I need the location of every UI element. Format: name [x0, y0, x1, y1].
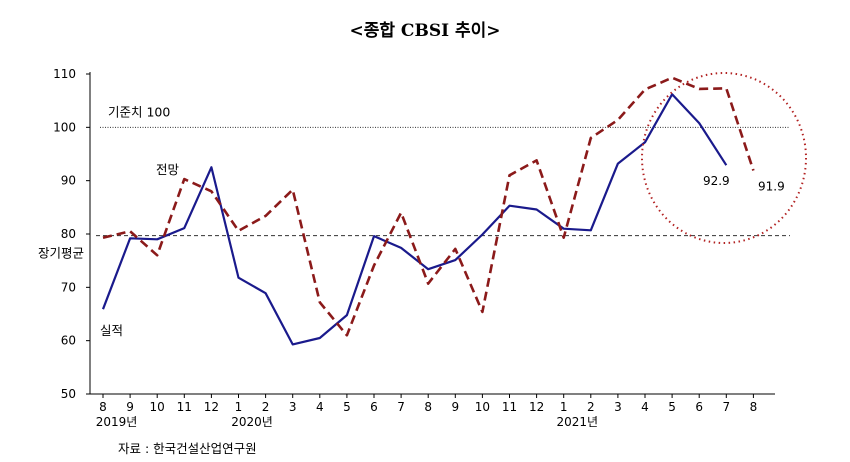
series-labels: 실적 전망 92.9 91.9 — [100, 162, 785, 338]
x-tick-label: 7 — [722, 400, 730, 414]
year-label: 2020년 — [231, 415, 273, 429]
series-line-actual — [101, 93, 728, 346]
x-tick-label: 9 — [451, 400, 459, 414]
x-tick-label: 12 — [204, 400, 219, 414]
x-tick-label: 3 — [289, 400, 297, 414]
x-tick-label: 9 — [126, 400, 134, 414]
x-tick-label: 12 — [529, 400, 544, 414]
x-tick-label: 6 — [370, 400, 378, 414]
x-tick-label: 5 — [668, 400, 676, 414]
y-tick-label: 100 — [53, 120, 76, 134]
series-layer — [101, 76, 755, 346]
data-label: 91.9 — [758, 180, 785, 194]
series-label-forecast: 전망 — [156, 162, 180, 177]
highlight-circle — [641, 72, 807, 244]
x-tick-label: 5 — [343, 400, 351, 414]
y-tick-label: 110 — [53, 67, 76, 81]
x-tick-label: 7 — [397, 400, 405, 414]
x-tick-label: 3 — [614, 400, 622, 414]
data-label: 92.9 — [703, 174, 730, 188]
x-tick-label: 8 — [750, 400, 758, 414]
x-tick-label: 8 — [99, 400, 107, 414]
x-tick-label: 10 — [475, 400, 490, 414]
x-tick-label: 6 — [695, 400, 703, 414]
reference-label-average: 장기평균 — [38, 246, 84, 261]
x-tick-label: 4 — [316, 400, 324, 414]
x-tick-label: 11 — [177, 400, 192, 414]
x-tick-label: 11 — [502, 400, 517, 414]
y-tick-label: 60 — [61, 334, 76, 348]
y-tick-label: 70 — [61, 280, 76, 294]
year-label: 2021년 — [556, 415, 598, 429]
x-tick-label: 8 — [424, 400, 432, 414]
y-tick-label: 90 — [61, 174, 76, 188]
x-tick-label: 4 — [641, 400, 649, 414]
reference-label-100: 기준치 100 — [108, 104, 170, 119]
source-note: 자료 : 한국건설산업연구원 — [118, 441, 257, 456]
series-label-actual: 실적 — [100, 323, 123, 338]
year-label: 2019년 — [96, 415, 138, 429]
x-tick-label: 2 — [262, 400, 270, 414]
y-tick-label: 50 — [61, 387, 76, 401]
x-tick-label: 1 — [235, 400, 243, 414]
x-tick-label: 1 — [560, 400, 568, 414]
x-tick-label: 2 — [587, 400, 595, 414]
chart-title: <종합 CBSI 추이> — [349, 20, 500, 41]
y-tick-label: 80 — [61, 227, 76, 241]
x-tick-label: 10 — [150, 400, 165, 414]
reference-lines: 기준치 100 장기평균 — [38, 104, 790, 261]
